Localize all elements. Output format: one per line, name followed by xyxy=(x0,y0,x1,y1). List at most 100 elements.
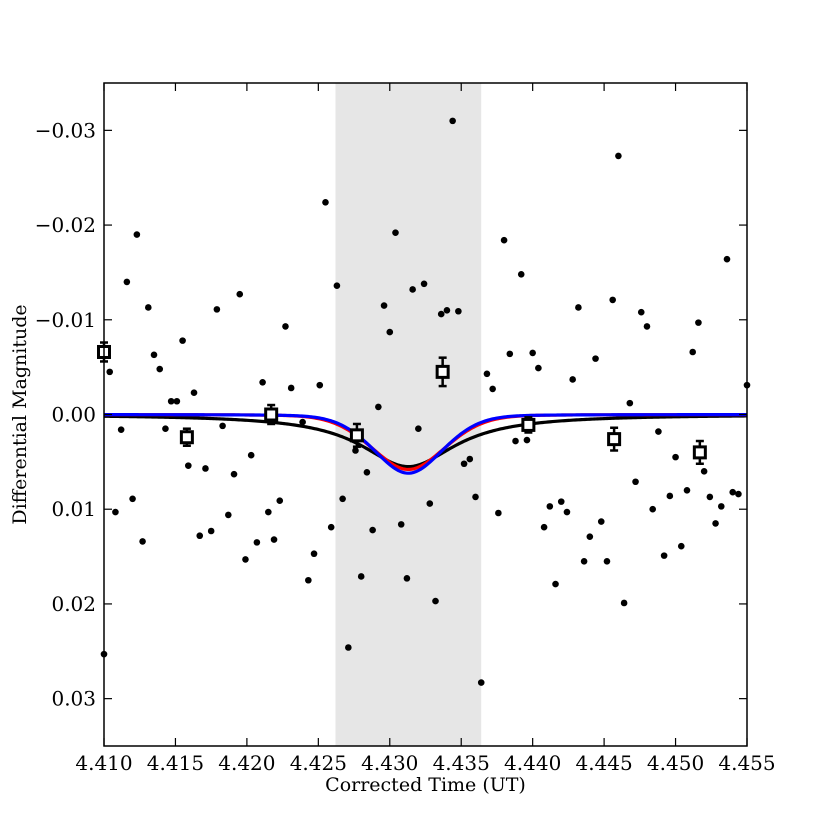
data-point xyxy=(477,679,485,686)
data-point xyxy=(322,199,329,206)
data-point xyxy=(345,644,352,651)
x-tick-labels: 4.410 4.415 4.420 4.425 4.430 4.435 4.440 4.445… xyxy=(75,751,775,775)
x-tick-label: 4.420 xyxy=(218,751,275,775)
y-tick-label: −0.02 xyxy=(35,213,96,237)
data-point xyxy=(500,236,508,244)
data-point xyxy=(299,418,306,426)
binned-point xyxy=(264,403,279,426)
data-point xyxy=(207,527,215,535)
data-point xyxy=(655,428,662,435)
data-point xyxy=(455,307,462,315)
data-point xyxy=(375,403,382,411)
data-point xyxy=(643,323,651,330)
data-point xyxy=(123,278,131,286)
data-point xyxy=(603,558,611,565)
data-point xyxy=(380,302,388,309)
data-point xyxy=(723,255,731,263)
data-point xyxy=(144,304,152,311)
data-point xyxy=(506,350,514,358)
data-point xyxy=(305,576,312,584)
data-point xyxy=(236,290,244,298)
data-point xyxy=(409,286,416,293)
data-point xyxy=(156,365,164,373)
data-point xyxy=(717,503,725,510)
data-point xyxy=(512,437,519,445)
data-point xyxy=(185,462,192,469)
binned-marker xyxy=(692,445,707,460)
binned-point xyxy=(607,426,622,452)
data-point xyxy=(190,389,198,397)
data-point xyxy=(310,550,318,558)
data-point xyxy=(729,488,737,496)
data-point xyxy=(683,486,691,494)
data-point xyxy=(632,478,639,486)
x-tick-label: 4.455 xyxy=(718,751,775,775)
data-point xyxy=(276,497,284,504)
binned-marker xyxy=(435,364,450,379)
data-point xyxy=(369,526,376,534)
data-point xyxy=(219,422,226,430)
data-point xyxy=(689,348,697,356)
data-point xyxy=(133,231,141,238)
x-tick-label: 4.415 xyxy=(147,751,204,775)
data-point xyxy=(712,520,719,527)
binned-points xyxy=(97,341,707,466)
data-point xyxy=(432,597,439,605)
binned-marker xyxy=(607,432,622,447)
binned-point xyxy=(349,422,364,448)
y-tick-label: 0.03 xyxy=(51,687,96,711)
data-point xyxy=(397,521,405,528)
binned-marker xyxy=(264,407,279,422)
y-tick-label: −0.03 xyxy=(35,118,96,142)
data-point xyxy=(167,397,175,405)
y-tick-label: 0.00 xyxy=(51,403,96,427)
x-tick-label: 4.425 xyxy=(290,751,347,775)
data-point xyxy=(339,495,346,503)
data-point xyxy=(735,490,742,498)
data-point xyxy=(333,282,341,289)
data-point xyxy=(575,304,582,311)
data-point xyxy=(552,580,559,588)
data-point xyxy=(247,451,255,459)
data-point xyxy=(626,399,634,407)
data-point xyxy=(150,351,158,359)
data-points xyxy=(100,117,751,686)
model-curves xyxy=(103,413,748,475)
data-point xyxy=(270,536,278,543)
data-point xyxy=(139,538,146,545)
data-point xyxy=(253,539,261,546)
data-point xyxy=(426,500,434,507)
data-point xyxy=(472,493,479,501)
data-point xyxy=(173,397,181,405)
data-point xyxy=(597,518,605,525)
data-point xyxy=(529,349,536,357)
data-point xyxy=(282,323,289,330)
data-point xyxy=(489,385,496,393)
x-tick-label: 4.410 xyxy=(75,751,132,775)
data-point xyxy=(449,117,456,125)
x-tick-label: 4.440 xyxy=(504,751,561,775)
x-axis-label: Corrected Time (UT) xyxy=(325,774,526,796)
data-point xyxy=(213,306,221,313)
data-point xyxy=(649,505,656,513)
x-tick-label: 4.430 xyxy=(361,751,418,775)
data-point xyxy=(437,310,445,318)
data-point xyxy=(460,460,468,468)
data-point xyxy=(112,508,119,516)
y-axis-label: Differential Magnitude xyxy=(9,304,31,524)
binned-point xyxy=(521,416,536,434)
data-point xyxy=(546,503,554,510)
data-point xyxy=(563,508,571,516)
data-point xyxy=(230,470,238,478)
data-point xyxy=(495,509,502,517)
data-point xyxy=(392,229,399,236)
binned-marker xyxy=(179,430,194,445)
y-tick-labels: −0.03 −0.02 −0.01 0.00 0.01 0.02 0.03 xyxy=(35,118,96,710)
data-point xyxy=(357,573,365,580)
data-point xyxy=(420,280,428,288)
data-point xyxy=(106,368,114,376)
data-point xyxy=(517,271,525,278)
data-point xyxy=(196,532,204,540)
data-point xyxy=(620,599,628,607)
data-point xyxy=(327,523,335,531)
